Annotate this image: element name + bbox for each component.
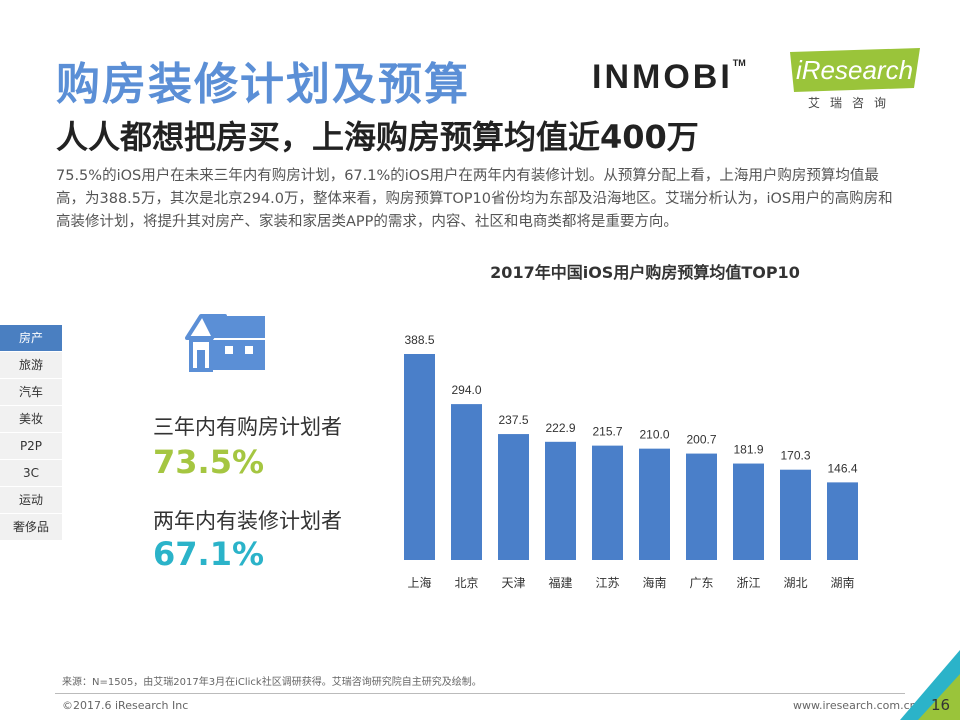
sidebar-item-p2p[interactable]: P2P <box>0 433 62 460</box>
page-subtitle: 人人都想把房买，上海购房预算均值近400万 <box>56 118 699 156</box>
bar-8 <box>780 469 811 560</box>
category-sidebar: 房产 旅游 汽车 美妆 P2P 3C 运动 奢侈品 <box>0 325 62 541</box>
house-plan-value: 73.5% <box>153 443 265 481</box>
category-label: 天津 <box>501 576 525 590</box>
iresearch-logo-subtitle: 艾瑞咨询 <box>808 96 897 110</box>
page-description: 75.5%的iOS用户在未来三年内有购房计划，67.1%的iOS用户在两年内有装… <box>56 168 893 230</box>
sidebar-item-beauty[interactable]: 美妆 <box>0 406 62 433</box>
page-title: 购房装修计划及预算 <box>56 59 470 110</box>
renovation-plan-value: 67.1% <box>153 535 265 573</box>
bar-7 <box>733 463 764 560</box>
renovation-plan-label: 两年内有装修计划者 <box>153 509 342 533</box>
bar-1 <box>451 404 482 560</box>
source-note: 来源：N=1505，由艾瑞2017年3月在iClick社区调研获得。艾瑞咨询研究… <box>62 677 482 688</box>
bar-value-label: 181.9 <box>733 443 763 457</box>
inmobi-logo: INMOBITM <box>592 58 746 97</box>
category-label: 上海 <box>407 575 431 590</box>
category-label: 海南 <box>642 575 666 590</box>
category-label: 江苏 <box>595 576 619 590</box>
sidebar-item-3c[interactable]: 3C <box>0 460 62 487</box>
bar-3 <box>545 441 576 560</box>
inmobi-logo-tm: TM <box>732 58 746 68</box>
footer-divider <box>55 693 905 694</box>
bar-value-label: 146.4 <box>827 461 857 475</box>
chart-title: 2017年中国iOS用户购房预算均值TOP10 <box>490 263 800 282</box>
bar-value-label: 170.3 <box>780 449 810 463</box>
sidebar-item-luxury[interactable]: 奢侈品 <box>0 514 62 541</box>
bar-4 <box>592 445 623 560</box>
bar-value-label: 294.0 <box>451 383 481 397</box>
bar-value-label: 388.5 <box>404 333 434 347</box>
house-plan-label: 三年内有购房计划者 <box>153 415 342 439</box>
category-label: 浙江 <box>736 576 760 590</box>
inmobi-logo-text: INMOBI <box>592 58 733 96</box>
category-label: 湖南 <box>830 575 854 590</box>
bar-value-label: 215.7 <box>592 425 622 439</box>
sidebar-item-real-estate[interactable]: 房产 <box>0 325 62 352</box>
page-number: 16 <box>931 696 951 714</box>
corner-decoration <box>900 650 960 720</box>
sidebar-item-travel[interactable]: 旅游 <box>0 352 62 379</box>
category-label: 广东 <box>689 576 713 590</box>
bar-5 <box>639 448 670 560</box>
bar-value-label: 237.5 <box>498 413 528 427</box>
iresearch-logo-text: iResearch <box>796 55 914 85</box>
category-label: 北京 <box>454 576 478 590</box>
bar-0 <box>404 354 435 560</box>
bar-value-label: 210.0 <box>639 428 669 442</box>
iresearch-logo-shape <box>790 48 920 92</box>
category-label: 湖北 <box>783 575 807 590</box>
house-icon <box>185 314 265 372</box>
sidebar-item-sports[interactable]: 运动 <box>0 487 62 514</box>
category-label: 福建 <box>548 575 572 590</box>
bar-2 <box>498 434 529 560</box>
bar-9 <box>827 482 858 560</box>
bar-6 <box>686 453 717 560</box>
bar-value-label: 222.9 <box>545 421 575 435</box>
copyright-text: ©2017.6 iResearch Inc <box>62 699 189 712</box>
website-link[interactable]: www.iresearch.com.cn <box>793 699 917 712</box>
sidebar-item-auto[interactable]: 汽车 <box>0 379 62 406</box>
bar-value-label: 200.7 <box>686 433 716 447</box>
